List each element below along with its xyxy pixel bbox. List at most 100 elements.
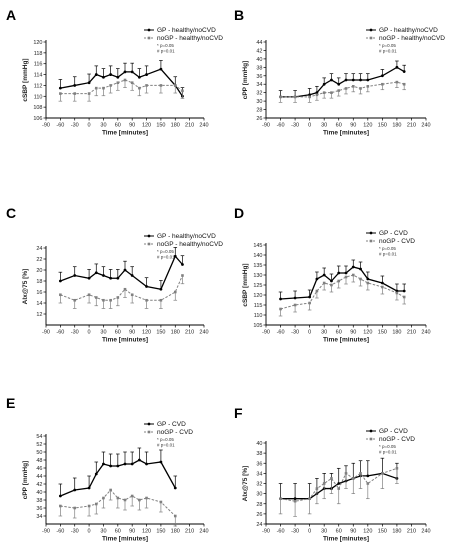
data-point	[366, 277, 370, 281]
data-point	[87, 92, 91, 95]
data-point	[293, 95, 297, 99]
x-tick-label: 0	[88, 123, 91, 129]
data-point	[366, 85, 370, 88]
significance-note: # p=0.01	[379, 450, 397, 455]
x-tick-label: 120	[363, 529, 372, 535]
panel-e: E -90 -60 -30 0 30 60 90 120 150 180 210 240 34 36 38 40…	[6, 395, 209, 543]
legend-marker	[147, 422, 151, 426]
data-point	[381, 82, 384, 86]
y-tick-label: 18	[36, 279, 42, 285]
y-tick-label: 130	[253, 273, 262, 279]
y-tick-label: 40	[256, 57, 262, 63]
y-tick-label: 30	[256, 492, 262, 498]
data-point	[344, 87, 348, 90]
data-point	[181, 89, 184, 93]
data-point	[322, 281, 326, 285]
x-tick-label: 210	[185, 529, 194, 535]
y-tick-label: 22	[36, 257, 42, 263]
x-tick-label: 90	[129, 529, 135, 535]
data-point	[73, 488, 77, 492]
data-point	[330, 279, 333, 283]
legend-marker	[369, 437, 373, 441]
y-tick-label: 32	[256, 482, 262, 488]
data-point	[395, 65, 399, 69]
y-tick-label: 38	[256, 65, 262, 71]
data-point	[322, 82, 326, 86]
data-point	[402, 289, 406, 293]
data-point	[322, 482, 326, 485]
x-tick-label: 150	[378, 123, 387, 129]
y-tick-label: 54	[36, 434, 42, 440]
y-tick-label: 26	[256, 116, 262, 122]
data-point	[315, 277, 319, 281]
data-point	[380, 281, 384, 285]
data-point	[59, 293, 62, 297]
x-tick-label: 180	[171, 529, 180, 535]
data-point	[279, 297, 282, 301]
data-point	[59, 504, 62, 508]
data-point	[351, 273, 355, 277]
legend-entry: GP - healthy/noCVD	[157, 27, 216, 34]
data-point	[116, 75, 120, 79]
y-tick-label: 34	[36, 514, 42, 520]
data-point	[337, 271, 341, 275]
significance-note: * p=0.05	[157, 249, 174, 254]
data-point	[58, 86, 62, 90]
panel-label: E	[6, 395, 15, 411]
legend-entry: GP - CVD	[379, 428, 408, 435]
data-point	[87, 81, 91, 85]
data-point	[87, 276, 91, 280]
data-point	[116, 81, 120, 85]
data-point	[279, 497, 282, 500]
data-point	[87, 293, 91, 297]
data-point	[109, 84, 112, 87]
x-tick-label: 30	[100, 529, 106, 535]
data-point	[58, 494, 62, 498]
x-tick-label: 240	[421, 330, 430, 336]
data-point	[109, 298, 112, 302]
x-tick-label: 30	[100, 330, 106, 336]
data-point	[109, 73, 113, 76]
data-point	[402, 82, 406, 86]
x-tick-label: 0	[88, 330, 91, 336]
x-tick-label: -90	[262, 529, 270, 535]
y-tick-label: 125	[253, 283, 262, 289]
data-point	[322, 91, 326, 94]
data-point	[73, 84, 77, 87]
data-point	[59, 92, 62, 95]
legend-marker	[369, 239, 373, 243]
x-tick-label: -60	[277, 123, 285, 129]
data-point	[138, 86, 141, 90]
data-point	[344, 78, 348, 82]
x-tick-label: 60	[115, 330, 121, 336]
data-point	[359, 277, 362, 281]
x-tick-label: -60	[56, 123, 64, 129]
legend-marker	[147, 36, 151, 40]
x-tick-label: 0	[308, 123, 311, 129]
data-point	[359, 87, 362, 90]
legend-entry: noGP - healthy/noCVD	[379, 35, 445, 42]
y-tick-label: 112	[34, 83, 43, 89]
data-point	[395, 467, 399, 470]
data-point	[173, 486, 177, 490]
x-tick-label: 60	[336, 330, 342, 336]
x-tick-label: 180	[392, 123, 401, 129]
data-point	[330, 78, 333, 82]
data-point	[109, 464, 113, 468]
y-tick-label: 40	[256, 441, 262, 447]
data-point	[315, 487, 319, 490]
data-point	[145, 84, 148, 87]
data-point	[159, 84, 163, 87]
x-axis-title: Time [minutes]	[323, 536, 369, 543]
data-point	[330, 477, 333, 480]
x-tick-label: -30	[291, 123, 299, 129]
data-point	[351, 477, 355, 480]
data-point	[159, 67, 163, 71]
series-line	[280, 81, 405, 98]
data-point	[102, 75, 105, 79]
data-point	[123, 70, 127, 74]
data-point	[94, 296, 98, 299]
x-tick-label: 0	[88, 529, 91, 535]
panel-label: B	[234, 7, 244, 23]
y-tick-label: 16	[36, 290, 42, 296]
